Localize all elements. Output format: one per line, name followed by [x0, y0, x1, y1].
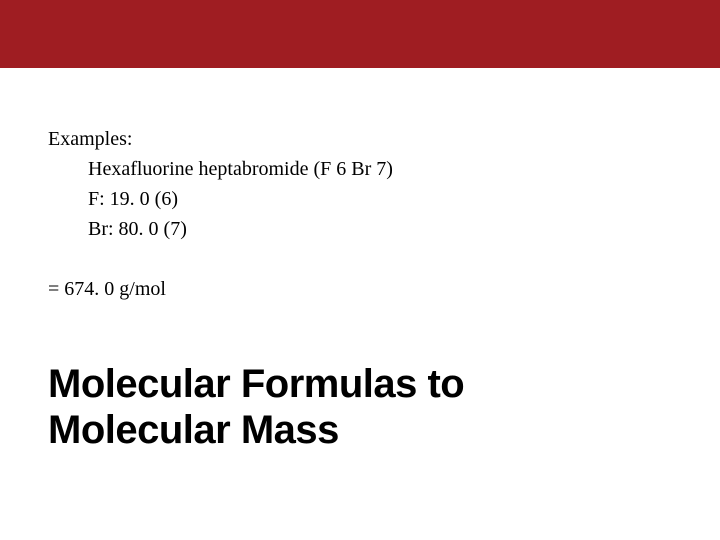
- slide-title-line2: Molecular Mass: [48, 407, 672, 453]
- slide-title-line1: Molecular Formulas to: [48, 361, 672, 407]
- examples-block: Examples: Hexafluorine heptabromide (F 6…: [48, 124, 672, 244]
- slide-title-block: Molecular Formulas to Molecular Mass: [48, 361, 672, 453]
- result-value: = 674. 0 g/mol: [48, 278, 672, 301]
- examples-label: Examples:: [48, 124, 672, 154]
- example-line-bromine: Br: 80. 0 (7): [48, 214, 672, 244]
- header-bar: [0, 0, 720, 68]
- example-line-fluorine: F: 19. 0 (6): [48, 184, 672, 214]
- example-line-compound: Hexafluorine heptabromide (F 6 Br 7): [48, 154, 672, 184]
- content-area: Examples: Hexafluorine heptabromide (F 6…: [0, 124, 720, 453]
